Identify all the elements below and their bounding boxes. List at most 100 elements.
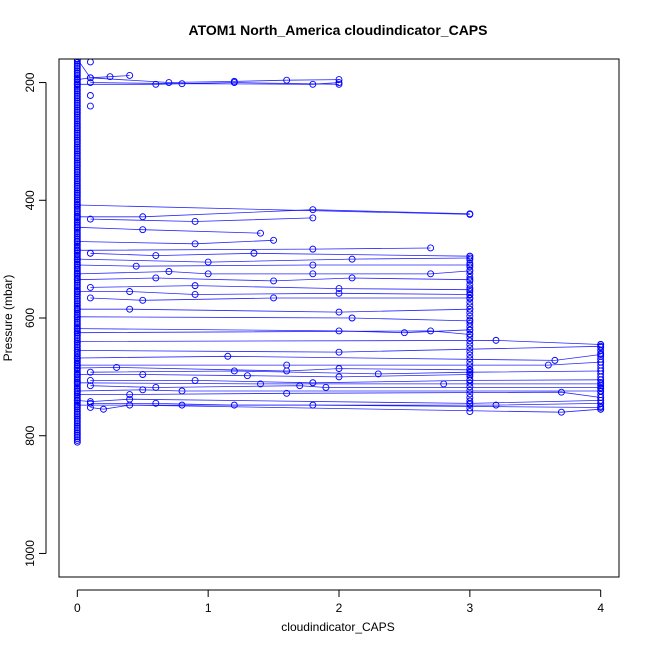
data-point-x0	[73, 318, 81, 326]
data-point-x0	[73, 177, 81, 185]
series-line	[76, 59, 340, 83]
data-point-x0	[73, 304, 81, 312]
data-point	[86, 399, 94, 407]
data-point-x0	[73, 361, 81, 368]
data-point-x0	[73, 74, 81, 82]
data-point-x0	[73, 329, 81, 337]
data-point	[257, 229, 264, 237]
data-point	[427, 244, 435, 252]
data-point-x4	[597, 405, 605, 413]
data-point-x0	[73, 198, 81, 206]
data-point	[348, 314, 356, 322]
data-point	[132, 262, 140, 270]
data-point-x3	[466, 408, 474, 416]
data-point-x0	[73, 87, 81, 95]
data-point	[204, 258, 212, 266]
series-line	[77, 247, 431, 251]
data-point	[335, 373, 343, 381]
series-line	[77, 361, 601, 366]
data-point	[283, 389, 291, 397]
data-point-x0	[73, 218, 81, 225]
data-point-x0	[73, 262, 81, 270]
data-point-x0	[73, 85, 81, 93]
data-point-x0	[73, 170, 81, 178]
data-point-x0	[73, 108, 81, 116]
data-point-x0	[73, 131, 81, 139]
series-line	[90, 404, 601, 413]
series-line	[77, 75, 130, 80]
series-line	[77, 204, 470, 215]
data-point-x3	[466, 337, 474, 345]
data-point-x0	[73, 195, 81, 202]
data-point	[126, 305, 134, 313]
data-point-x0	[73, 119, 81, 127]
data-point	[86, 102, 94, 110]
data-point-x0	[73, 380, 81, 388]
x-axis-label: cloudindicator_CAPS	[281, 620, 394, 634]
data-point	[335, 365, 343, 373]
data-point-x0	[73, 244, 81, 252]
data-point	[152, 274, 160, 282]
series-line	[77, 398, 601, 404]
data-point-x3	[466, 397, 474, 405]
series-line	[77, 339, 601, 345]
data-point	[440, 380, 448, 388]
series-line	[77, 226, 261, 234]
data-point-x0	[73, 62, 81, 70]
data-point-x0	[73, 216, 81, 224]
data-point-x3	[466, 369, 474, 377]
data-point-x0	[73, 297, 81, 305]
data-point-x0	[73, 149, 81, 157]
chart-title: ATOM1 North_America cloudindicator_CAPS	[189, 22, 488, 38]
data-point-x0	[73, 120, 81, 128]
data-point	[335, 308, 343, 316]
data-point-x3	[466, 316, 474, 324]
data-point	[191, 291, 199, 298]
data-point-x0	[73, 323, 81, 331]
data-point-x0	[73, 401, 81, 409]
y-tick-label: 1000	[23, 540, 37, 567]
data-point	[86, 215, 94, 223]
data-point-x0	[73, 66, 81, 74]
data-point	[86, 294, 94, 302]
data-point-x0	[73, 143, 81, 151]
data-point-x0	[73, 205, 81, 213]
data-point-x0	[73, 67, 81, 75]
data-point	[492, 401, 500, 409]
data-point	[466, 286, 474, 294]
data-point-x0	[73, 359, 81, 367]
data-point-x0	[73, 122, 81, 130]
data-point-x0	[73, 308, 81, 315]
data-point	[113, 363, 121, 371]
data-point	[466, 210, 474, 218]
data-point-x0	[73, 375, 81, 383]
data-point-x0	[73, 191, 81, 199]
data-point-x0	[73, 83, 81, 91]
data-point-x0	[73, 343, 81, 351]
data-point-x0	[73, 240, 81, 248]
data-point-x0	[73, 406, 81, 414]
data-point-x0	[73, 408, 81, 416]
data-point-x0	[73, 267, 81, 275]
data-point-x0	[73, 410, 81, 418]
data-point	[309, 245, 317, 253]
data-point	[544, 361, 552, 369]
data-point-x0	[73, 133, 81, 141]
data-point-x0	[73, 315, 81, 323]
data-point-x0	[73, 165, 81, 172]
data-point	[86, 382, 94, 390]
data-point-x0	[73, 233, 81, 241]
data-point-x0	[73, 210, 81, 218]
data-point-x0	[73, 73, 81, 81]
data-point	[86, 249, 94, 257]
data-point-x3	[466, 295, 474, 303]
data-point	[551, 356, 559, 364]
series-line	[77, 389, 601, 392]
data-point-x0	[73, 173, 81, 181]
data-point-x0	[73, 246, 81, 254]
data-point-x0	[73, 59, 81, 63]
data-point-x3	[466, 404, 474, 412]
data-point	[270, 236, 278, 244]
data-point-x3	[466, 372, 474, 380]
data-point-x0	[73, 376, 81, 384]
